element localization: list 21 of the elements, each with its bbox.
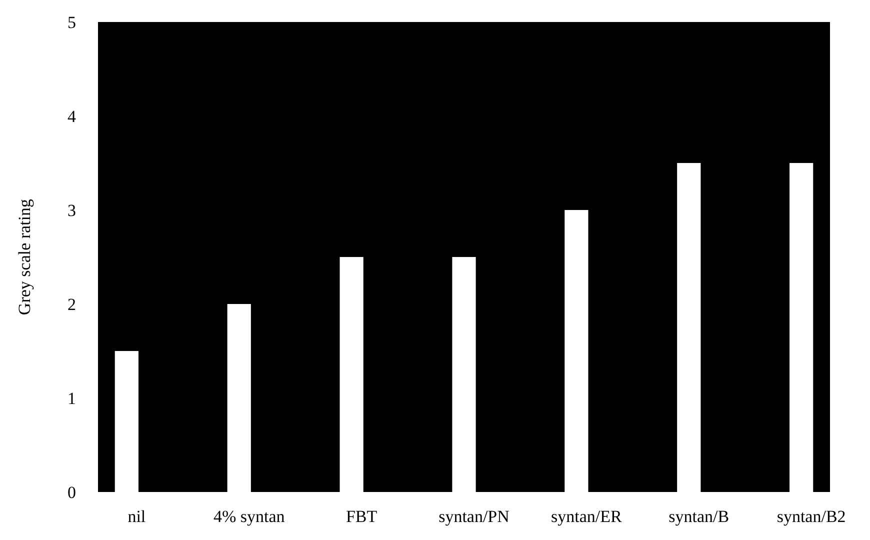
y-tick-label: 5 — [68, 12, 76, 32]
y-tick-label: 0 — [68, 482, 76, 502]
bar — [227, 304, 251, 492]
bar — [564, 210, 588, 492]
x-tick-label: syntan/B — [668, 507, 730, 526]
bar — [340, 257, 364, 492]
y-tick-label: 3 — [68, 200, 76, 220]
x-tick-label: syntan/ER — [551, 507, 623, 526]
y-axis-title: Grey scale rating — [15, 198, 34, 316]
x-tick-label: FBT — [346, 507, 378, 526]
bar — [790, 163, 814, 492]
x-tick-label: nil — [128, 507, 146, 526]
y-tick-label: 2 — [68, 294, 76, 314]
bar — [677, 163, 701, 492]
x-tick-label: 4% syntan — [213, 507, 286, 526]
y-tick-label: 4 — [68, 106, 76, 126]
x-tick-label: syntan/B2 — [776, 507, 846, 526]
bar — [114, 351, 138, 492]
x-tick-label: syntan/PN — [438, 507, 510, 526]
y-tick-label: 1 — [68, 388, 76, 408]
bar — [452, 257, 476, 492]
